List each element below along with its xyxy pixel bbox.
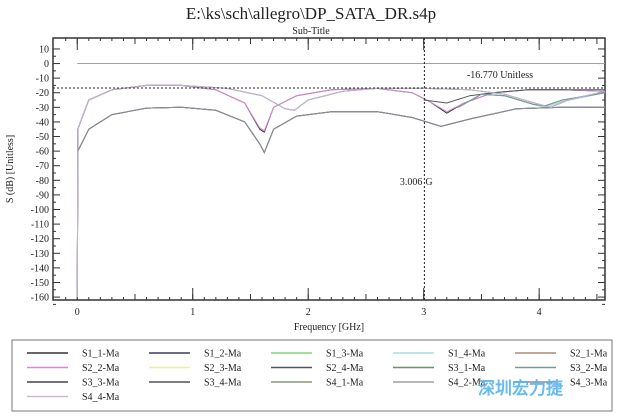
y-tick-label: -110	[31, 220, 49, 231]
legend-label: S3_1-Ma	[448, 363, 486, 374]
y-tick-label: -40	[36, 117, 49, 128]
x-tick-label: 4	[537, 307, 542, 318]
legend-label: S2_4-Ma	[326, 363, 364, 374]
y-tick-label: -20	[36, 88, 49, 99]
y-tick-label: -70	[36, 161, 49, 172]
y-tick-label: -130	[31, 249, 49, 260]
y-tick-label: 10	[39, 44, 49, 55]
y-tick-label: -100	[31, 205, 49, 216]
legend-label: S1_4-Ma	[448, 349, 486, 360]
y-tick-label: -150	[31, 278, 49, 289]
y-tick-label: -140	[31, 263, 49, 274]
x-tick-label: 1	[190, 307, 195, 318]
plot-area	[52, 37, 606, 301]
legend-label: S4_4-Ma	[82, 392, 120, 403]
y-tick-label: -60	[36, 147, 49, 158]
legend-label: S1_3-Ma	[326, 349, 364, 360]
legend-label: S1_1-Ma	[82, 349, 120, 360]
x-axis-label: Frequency [GHz]	[294, 322, 364, 333]
vertical-marker-unit: G	[425, 177, 432, 188]
x-axis: 0 1 2 3 4	[65, 38, 598, 318]
legend-label: S4_3-Ma	[570, 378, 608, 389]
y-tick-label: -120	[31, 234, 49, 245]
y-tick-label: -30	[36, 103, 49, 114]
series-line-S3-2	[458, 92, 606, 108]
horizontal-marker-label: -16.770 Unitless	[467, 70, 533, 81]
x-tick-label: 2	[306, 307, 311, 318]
y-tick-label: -10	[36, 74, 49, 85]
legend-label: S2_3-Ma	[204, 363, 242, 374]
vertical-marker-label: 3.006	[400, 177, 423, 188]
legend-label: S3_3-Ma	[82, 378, 120, 389]
series-line-S4-4	[76, 84, 606, 298]
x-tick-label: 3	[421, 307, 426, 318]
legend-entries: S1_1-Ma S1_2-Ma S1_3-Ma S1_4-Ma S2_1-Ma S2_2-…	[27, 349, 608, 403]
y-tick-label: -90	[36, 190, 49, 201]
y-tick-label: -80	[36, 176, 49, 187]
series-lines	[76, 63, 606, 298]
legend-label: S2_1-Ma	[570, 349, 608, 360]
legend	[11, 339, 613, 412]
y-tick-label: -50	[36, 132, 49, 143]
legend-label: S1_2-Ma	[204, 349, 242, 360]
legend-label: S3_4-Ma	[204, 378, 242, 389]
legend-label: S4_1-Ma	[326, 378, 364, 389]
y-tick-label: -160	[31, 293, 49, 304]
chart-subtitle: Sub-Title	[292, 26, 330, 37]
legend-label: S2_2-Ma	[82, 363, 120, 374]
series-line-S4-3	[76, 106, 605, 298]
y-axis-label: S (dB) [Unitless]	[5, 135, 16, 203]
markers: -16.770 Unitless 3.006 G	[53, 38, 605, 300]
watermark: 深圳宏力捷	[478, 378, 564, 399]
y-tick-label: 0	[44, 59, 49, 70]
legend-label: S4_2-Ma	[448, 378, 486, 389]
chart-title: E:\ks\sch\allegro\DP_SATA_DR.s4p	[186, 4, 436, 23]
x-tick-label: 0	[75, 307, 80, 318]
legend-label: S3_2-Ma	[570, 363, 608, 374]
